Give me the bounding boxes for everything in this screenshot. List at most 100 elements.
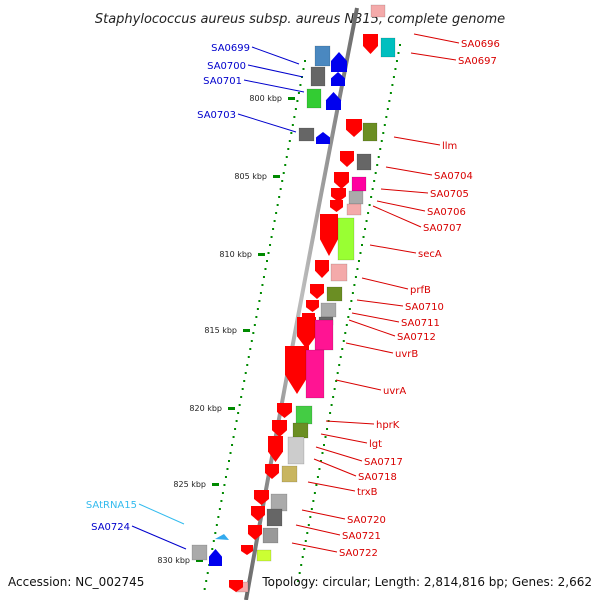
track-dot: [307, 524, 310, 526]
track-dot: [278, 196, 281, 198]
track-dot: [255, 316, 258, 318]
label-leader-line: [410, 52, 457, 61]
track-dot: [241, 388, 244, 390]
label-leader-line: [372, 205, 422, 228]
track-dot: [214, 532, 217, 534]
reverse-gene-label: uvrB: [395, 349, 418, 360]
track-dot: [353, 284, 356, 286]
reverse-gene-arrow: [268, 436, 283, 462]
ruler-label: 805 kbp: [234, 172, 267, 181]
track-dot: [298, 572, 301, 574]
ruler-tick: [228, 407, 235, 410]
track-dot: [275, 212, 278, 214]
label-leader-line: [243, 79, 305, 93]
gene-category-box: [262, 527, 279, 544]
label-leader-line: [361, 277, 409, 290]
reverse-gene-arrow: [277, 403, 292, 418]
label-leader-line: [413, 33, 460, 44]
reverse-gene-arrow: [346, 119, 362, 137]
track-dot: [326, 428, 329, 430]
track-dot: [281, 180, 284, 182]
track-dot: [399, 44, 401, 46]
accession-text: Accession: NC_002745: [8, 575, 144, 589]
reverse-gene-arrow: [241, 545, 253, 555]
reverse-gene-label: SA0720: [347, 515, 386, 526]
ruler-tick: [273, 175, 280, 178]
track-dot: [211, 548, 214, 550]
label-leader-line: [291, 542, 338, 553]
track-dot: [282, 172, 285, 174]
track-dot: [310, 508, 313, 510]
track-dot: [389, 92, 392, 94]
gene-category-box: [351, 176, 367, 192]
reverse-gene-label: SA0717: [364, 457, 403, 468]
track-dot: [240, 396, 243, 398]
track-dot: [256, 308, 259, 310]
gene-category-box: [306, 88, 322, 109]
track-dot: [215, 524, 218, 526]
track-dot: [243, 380, 246, 382]
track-dot: [348, 308, 351, 310]
track-dot: [261, 284, 264, 286]
forward-gene-arrow: [209, 549, 222, 566]
track-dot: [287, 148, 290, 150]
track-dot: [249, 348, 252, 350]
reverse-gene-label: SA0712: [397, 332, 436, 343]
track-dot: [391, 84, 394, 86]
reverse-gene-label: SA0710: [405, 302, 444, 313]
reverse-gene-arrow: [285, 346, 309, 394]
gene-category-box: [326, 286, 343, 302]
track-dot: [368, 204, 371, 206]
track-dot: [383, 124, 386, 126]
forward-gene-label: SA0701: [203, 76, 242, 87]
reverse-gene-label: prfB: [410, 285, 431, 296]
forward-gene-label: SA0699: [211, 43, 250, 54]
reverse-gene-arrow: [310, 284, 324, 299]
track-dot: [371, 188, 374, 190]
track-dot: [357, 260, 360, 262]
forward-gene-label: SAtRNA15: [86, 500, 137, 511]
track-dot: [304, 60, 306, 62]
track-dot: [319, 460, 322, 462]
gene-category-box: [270, 493, 288, 512]
reverse-gene-label: SA0705: [430, 189, 469, 200]
label-leader-line: [335, 379, 382, 391]
track-dot: [309, 516, 312, 518]
label-leader-line: [380, 188, 429, 194]
gene-category-box: [305, 349, 325, 399]
track-dot: [386, 108, 389, 110]
gene-category-box: [266, 508, 283, 527]
track-dot: [266, 260, 268, 262]
track-dot: [218, 508, 221, 510]
label-leader-line: [301, 509, 346, 520]
track-dot: [364, 228, 367, 230]
ruler-label: 810 kbp: [219, 250, 252, 259]
track-dot: [304, 540, 307, 542]
track-dot: [223, 484, 226, 486]
track-dot: [291, 124, 294, 126]
gene-category-box: [287, 436, 305, 465]
label-leader-line: [247, 64, 304, 78]
track-dot: [284, 164, 287, 166]
track-dot: [229, 452, 232, 454]
track-dot: [318, 468, 321, 470]
reverse-gene-label: SA0697: [458, 56, 497, 67]
track-dot: [380, 140, 383, 142]
reverse-gene-label: SA0696: [461, 39, 500, 50]
reverse-gene-arrow: [248, 525, 262, 540]
track-dot: [262, 276, 265, 278]
label-leader-line: [131, 525, 187, 550]
forward-gene-arrow: [326, 92, 341, 110]
reverse-gene-arrow: [306, 300, 319, 312]
label-leader-line: [376, 200, 426, 212]
forward-gene-labels: SA0699 SA0700 SA0701 SA0703 SAtRNA15 SA0724: [86, 43, 305, 550]
track-dot: [316, 476, 319, 478]
track-dot: [296, 100, 299, 102]
track-dot: [324, 436, 327, 438]
track-dot: [350, 300, 353, 302]
gene-category-box: [337, 217, 355, 261]
reverse-gene-arrow: [229, 580, 243, 592]
gene-category-box: [256, 549, 272, 562]
gene-features: [191, 4, 396, 593]
